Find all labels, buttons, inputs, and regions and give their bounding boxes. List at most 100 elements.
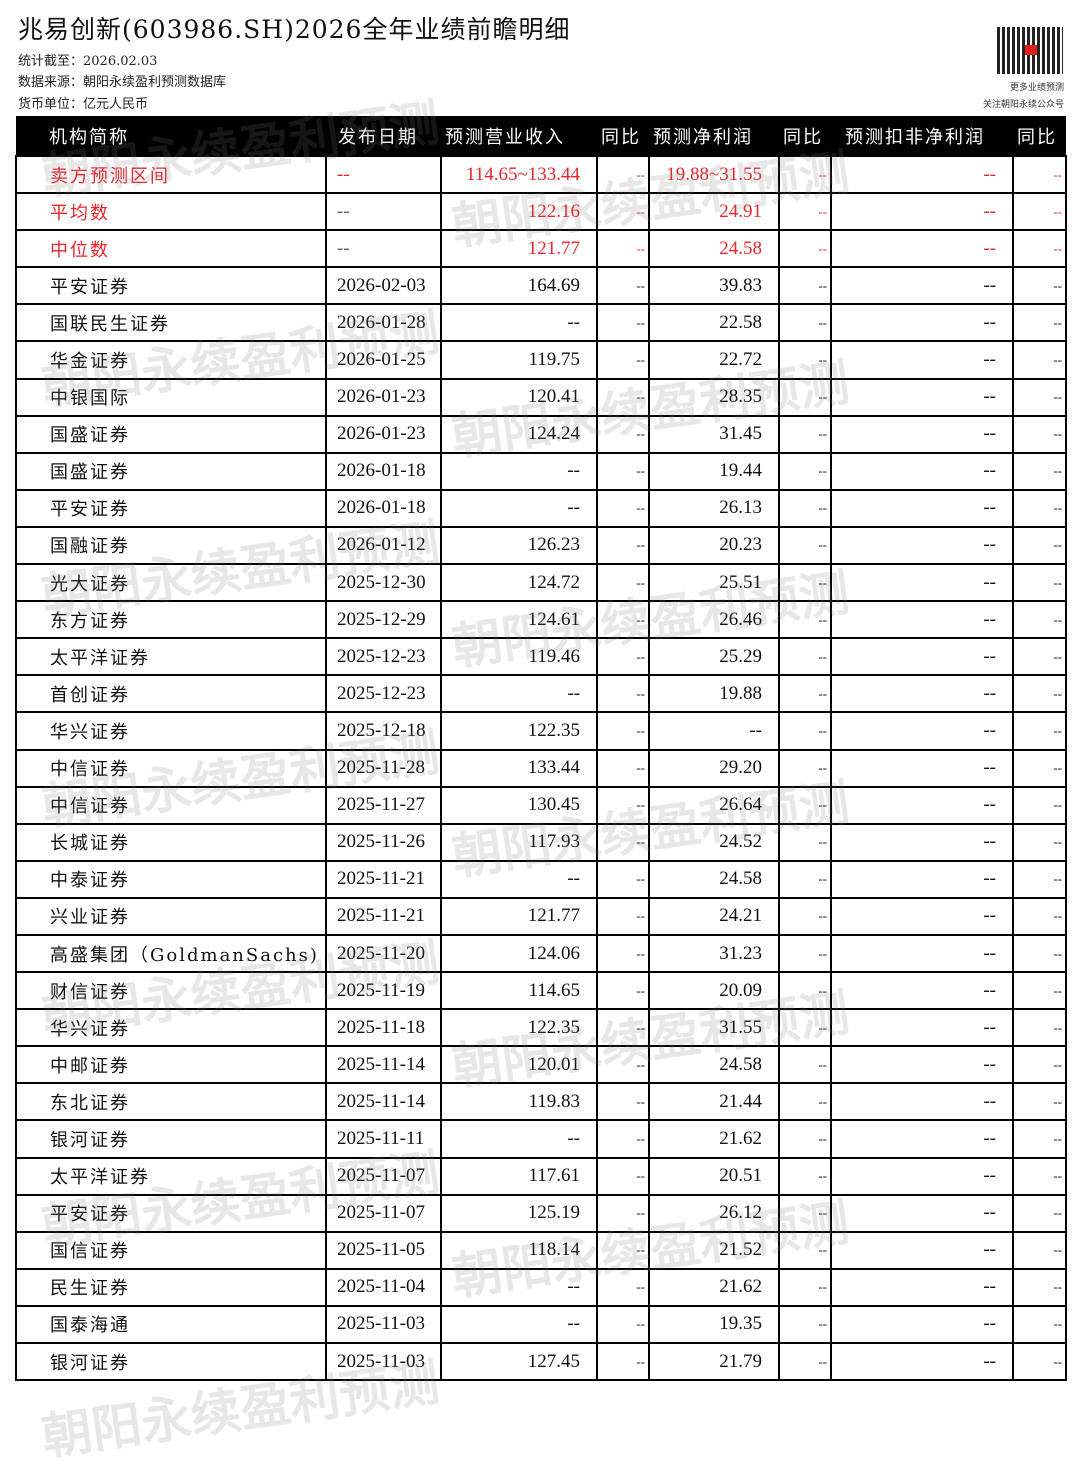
cell-net-profit: 22.72 xyxy=(648,340,780,380)
cell-net-profit-yoy: -- xyxy=(778,711,832,751)
cell-net-profit: 24.91 xyxy=(648,192,780,232)
cell-deducted-profit: -- xyxy=(830,414,1014,454)
qr-caption-2: 关注朝阳永续公众号 xyxy=(982,100,1064,110)
table-row: 高盛集团（GoldmanSachs) 2025-11-20 124.06 -- 31.2… xyxy=(15,933,1067,974)
cell-deducted-profit-yoy: -- xyxy=(1012,1082,1067,1122)
cell-revenue-yoy: -- xyxy=(596,637,650,677)
cell-date: 2025-11-03 xyxy=(325,1341,442,1382)
cell-deducted-profit-yoy: -- xyxy=(1012,154,1067,195)
cell-net-profit-yoy: -- xyxy=(778,414,832,454)
cell-deducted-profit: -- xyxy=(830,1193,1014,1233)
cell-revenue-yoy: -- xyxy=(596,674,650,714)
cell-institution: 中信证券 xyxy=(15,785,327,825)
cell-revenue-yoy: -- xyxy=(596,859,650,899)
table-row: 银河证券 2025-11-11 -- -- 21.62 -- -- -- xyxy=(15,1119,1067,1159)
cell-net-profit-yoy: -- xyxy=(778,896,832,936)
cell-deducted-profit: -- xyxy=(830,785,1014,825)
cell-net-profit: 20.23 xyxy=(648,525,780,566)
cell-deducted-profit-yoy: -- xyxy=(1012,896,1067,936)
cell-net-profit-yoy: -- xyxy=(778,340,832,380)
cell-net-profit-yoy: -- xyxy=(778,1193,832,1233)
forecast-table: 机构简称 发布日期 预测营业收入 同比 预测净利润 同比 预测扣非净利润 同比 … xyxy=(15,116,1067,1382)
cell-revenue: 121.77 xyxy=(440,229,598,269)
cell-deducted-profit-yoy: -- xyxy=(1012,1119,1067,1159)
cell-date: 2026-01-12 xyxy=(325,525,442,566)
cell-net-profit-yoy: -- xyxy=(778,1230,832,1270)
cell-date: 2025-11-26 xyxy=(325,822,442,862)
cell-net-profit-yoy: -- xyxy=(778,525,832,566)
cell-net-profit-yoy: -- xyxy=(778,822,832,862)
table-row: 平安证券 2026-02-03 164.69 -- 39.83 -- -- -- xyxy=(15,266,1067,306)
cell-revenue: -- xyxy=(440,1267,598,1307)
cell-deducted-profit-yoy: -- xyxy=(1012,674,1067,714)
cell-net-profit: 31.23 xyxy=(648,933,780,974)
cell-institution: 华金证券 xyxy=(15,340,327,380)
cell-institution: 银河证券 xyxy=(15,1341,327,1382)
as-of-date: 统计截至：2026.02.03 xyxy=(18,54,158,69)
cell-date: 2025-11-07 xyxy=(325,1193,442,1233)
cell-revenue: 122.35 xyxy=(440,1008,598,1048)
cell-net-profit: 25.29 xyxy=(648,637,780,677)
currency-unit: 货币单位：亿元人民币 xyxy=(18,97,149,112)
cell-date: 2025-12-23 xyxy=(325,674,442,714)
table-row: 首创证券 2025-12-23 -- -- 19.88 -- -- -- xyxy=(15,674,1067,714)
cell-net-profit: 24.58 xyxy=(648,859,780,899)
cell-revenue: 126.23 xyxy=(440,525,598,566)
cell-net-profit-yoy: -- xyxy=(778,785,832,825)
cell-net-profit: 31.45 xyxy=(648,414,780,454)
cell-deducted-profit-yoy: -- xyxy=(1012,192,1067,232)
cell-net-profit-yoy: -- xyxy=(778,1045,832,1085)
cell-date: 2026-02-03 xyxy=(325,266,442,306)
cell-net-profit: 24.21 xyxy=(648,896,780,936)
cell-date: 2026-01-23 xyxy=(325,377,442,417)
cell-revenue-yoy: -- xyxy=(596,711,650,751)
table-row: 兴业证券 2025-11-21 121.77 -- 24.21 -- -- -- xyxy=(15,896,1067,936)
cell-deducted-profit: -- xyxy=(830,1341,1014,1382)
cell-deducted-profit-yoy: -- xyxy=(1012,785,1067,825)
table-row: 国联民生证券 2026-01-28 -- -- 22.58 -- -- -- xyxy=(15,303,1067,343)
cell-net-profit-yoy: -- xyxy=(778,1341,832,1382)
cell-date: 2025-11-18 xyxy=(325,1008,442,1048)
cell-revenue: 114.65~133.44 xyxy=(440,154,598,195)
cell-deducted-profit: -- xyxy=(830,1082,1014,1122)
cell-net-profit: 22.58 xyxy=(648,303,780,343)
table-row: 国泰海通 2025-11-03 -- -- 19.35 -- -- -- xyxy=(15,1304,1067,1345)
cell-revenue-yoy: -- xyxy=(596,414,650,454)
cell-net-profit: 28.35 xyxy=(648,377,780,417)
cell-revenue-yoy: -- xyxy=(596,1267,650,1307)
cell-deducted-profit: -- xyxy=(830,600,1014,640)
cell-deducted-profit-yoy: -- xyxy=(1012,488,1067,528)
cell-net-profit: -- xyxy=(648,711,780,751)
cell-revenue: 117.93 xyxy=(440,822,598,862)
cell-net-profit-yoy: -- xyxy=(778,1008,832,1048)
cell-date: 2025-11-19 xyxy=(325,971,442,1011)
table-row: 财信证券 2025-11-19 114.65 -- 20.09 -- -- -- xyxy=(15,971,1067,1011)
cell-revenue-yoy: -- xyxy=(596,1156,650,1196)
cell-deducted-profit-yoy: -- xyxy=(1012,525,1067,566)
cell-net-profit: 21.79 xyxy=(648,1341,780,1382)
cell-deducted-profit: -- xyxy=(830,303,1014,343)
cell-deducted-profit: -- xyxy=(830,154,1014,195)
cell-revenue: 120.41 xyxy=(440,377,598,417)
table-row: 太平洋证券 2025-11-07 117.61 -- 20.51 -- -- -- xyxy=(15,1156,1067,1196)
table-row: 中泰证券 2025-11-21 -- -- 24.58 -- -- -- xyxy=(15,859,1067,899)
cell-institution: 太平洋证券 xyxy=(15,637,327,677)
cell-net-profit: 26.64 xyxy=(648,785,780,825)
cell-net-profit-yoy: -- xyxy=(778,933,832,974)
cell-net-profit: 26.12 xyxy=(648,1193,780,1233)
cell-net-profit-yoy: -- xyxy=(778,266,832,306)
cell-institution: 平安证券 xyxy=(15,1193,327,1233)
cell-date: 2025-11-03 xyxy=(325,1304,442,1345)
table-row: 中银国际 2026-01-23 120.41 -- 28.35 -- -- -- xyxy=(15,377,1067,417)
cell-institution: 国联民生证券 xyxy=(15,303,327,343)
cell-net-profit: 26.13 xyxy=(648,488,780,528)
cell-revenue: -- xyxy=(440,1119,598,1159)
header-date: 发布日期 xyxy=(326,116,441,156)
cell-revenue-yoy: -- xyxy=(596,229,650,269)
cell-revenue: 133.44 xyxy=(440,748,598,788)
cell-deducted-profit: -- xyxy=(830,488,1014,528)
cell-deducted-profit-yoy: -- xyxy=(1012,822,1067,862)
cell-deducted-profit: -- xyxy=(830,859,1014,899)
cell-date: 2025-12-29 xyxy=(325,600,442,640)
cell-institution: 中邮证券 xyxy=(15,1045,327,1085)
